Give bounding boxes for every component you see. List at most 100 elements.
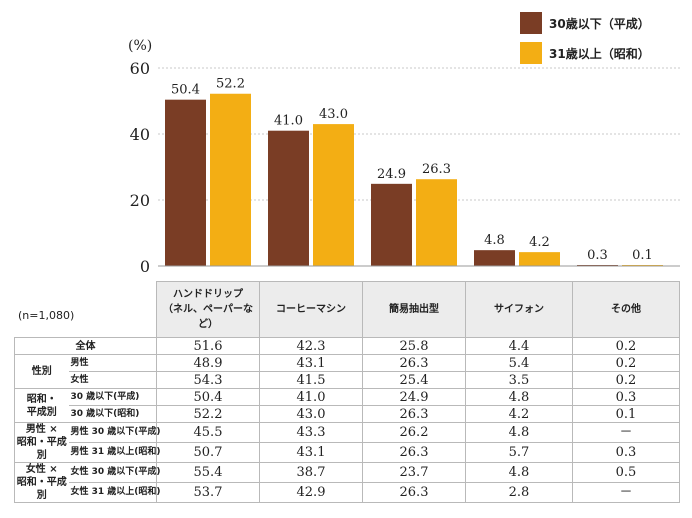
- bar: [371, 183, 412, 266]
- bar-value-label: 4.8: [484, 233, 505, 248]
- legend-swatch: [520, 12, 542, 34]
- y-tick-label: 20: [130, 191, 150, 210]
- legend-swatch: [520, 42, 542, 64]
- bar-value-label: 26.3: [422, 162, 451, 177]
- table-cell: 5.7: [465, 442, 573, 463]
- table-row: 全体 51.6 42.3 25.8 4.4 0.2: [14, 337, 680, 355]
- y-tick-label: 40: [130, 125, 150, 144]
- table-cell: 0.2: [572, 371, 680, 389]
- y-axis-unit-label: (%): [128, 38, 152, 54]
- sample-size-label: (n=1,080): [18, 309, 75, 322]
- table-cell: 51.6: [156, 337, 260, 355]
- table-cell: 45.5: [156, 422, 260, 443]
- legend-label: 31歳以上（昭和）: [549, 46, 650, 61]
- row-group-label: 昭和・ 平成別: [14, 388, 69, 423]
- table-cell: 43.1: [259, 442, 363, 463]
- table-cell: 55.4: [156, 462, 260, 483]
- table-cell: 23.7: [362, 462, 466, 483]
- bar-value-label: 41.0: [274, 114, 303, 129]
- table-cell: 0.2: [572, 354, 680, 372]
- table-cell: －: [572, 482, 680, 503]
- table-cell: 42.9: [259, 482, 363, 503]
- row-group-label: 男性 × 昭和・平成別: [14, 422, 69, 463]
- table-cell: 0.1: [572, 405, 680, 423]
- table-cell: 4.8: [465, 462, 573, 483]
- column-header: サイフォン: [465, 281, 573, 338]
- table-row: 女性 × 昭和・平成別 女性 30 歳以下(平成) 55.4 38.7 23.7 4.8 0…: [14, 462, 680, 503]
- bar-value-label: 24.9: [377, 167, 406, 182]
- table-body: 全体 51.6 42.3 25.8 4.4 0.2 性別 男性 48.9 43.1 26.3 5.4 0…: [14, 337, 680, 503]
- table-row: 男性 × 昭和・平成別 男性 30 歳以下(平成) 45.5 43.3 26.2 4.8 －: [14, 422, 680, 463]
- data-table: ハンドドリップ （ネル、ペーパーなど） コーヒーマシン 簡易抽出型 サイフォン …: [14, 281, 680, 503]
- y-axis-tick-labels: 0 20 40 60: [130, 59, 150, 276]
- table-cell: 2.8: [465, 482, 573, 503]
- table-cell: 4.8: [465, 388, 573, 406]
- bar-value-label: 4.2: [529, 235, 550, 250]
- table-cell: 25.4: [362, 371, 466, 389]
- table-cell: 26.3: [362, 482, 466, 503]
- bar: [313, 124, 354, 266]
- y-tick-label: 0: [140, 257, 150, 276]
- table-cell: 42.3: [259, 337, 363, 355]
- table-cell: 52.2: [156, 405, 260, 423]
- row-sub-label: 女性 30 歳以下(平成): [68, 462, 161, 483]
- row-sub-label: 男性 31 歳以上(昭和): [68, 442, 161, 463]
- table-cell: 43.1: [259, 354, 363, 372]
- table-cell: 26.3: [362, 442, 466, 463]
- bar-value-label: 50.4: [171, 83, 200, 98]
- table-cell: 24.9: [362, 388, 466, 406]
- table-cell: 0.5: [572, 462, 680, 483]
- bar: [519, 252, 560, 266]
- table-cell: 53.7: [156, 482, 260, 503]
- bar-value-labels: 50.4 52.2 41.0 43.0 24.9 26.3 4.8 4.2 0.3 0.1: [171, 77, 653, 263]
- row-sub-label: 男性: [68, 354, 157, 372]
- table-cell: 26.3: [362, 354, 466, 372]
- table-cell: －: [572, 422, 680, 443]
- table-cell: 4.4: [465, 337, 573, 355]
- table-cell: 38.7: [259, 462, 363, 483]
- row-group-label: 全体: [14, 337, 157, 355]
- row-sub-label: 30 歳以下(昭和): [68, 405, 157, 423]
- table-cell: 48.9: [156, 354, 260, 372]
- table-cell: 5.4: [465, 354, 573, 372]
- table-corner: [14, 281, 157, 338]
- bar: [165, 99, 206, 267]
- table-cell: 43.0: [259, 405, 363, 423]
- table-row: 性別 男性 48.9 43.1 26.3 5.4 0.2: [14, 354, 680, 389]
- table-cell: 41.5: [259, 371, 363, 389]
- bar-chart: (%) 0 20 40 60 50.4 52.2 41.0 43.0 24.9 26.3 4.8 4…: [128, 12, 680, 276]
- bar-value-label: 0.1: [632, 248, 653, 263]
- bar: [474, 250, 515, 266]
- bar-value-label: 43.0: [319, 107, 348, 122]
- column-header: 簡易抽出型: [362, 281, 466, 338]
- bar: [416, 179, 457, 266]
- bar-value-label: 0.3: [587, 248, 608, 263]
- legend-label: 30歳以下（平成）: [549, 16, 650, 31]
- table-cell: 50.4: [156, 388, 260, 406]
- table-row: 昭和・ 平成別 30 歳以下(平成) 50.4 41.0 24.9 4.8 0.3: [14, 388, 680, 423]
- table-cell: 25.8: [362, 337, 466, 355]
- column-header: ハンドドリップ （ネル、ペーパーなど）: [156, 281, 260, 338]
- row-group-label: 性別: [14, 354, 69, 389]
- column-header: その他: [572, 281, 680, 338]
- table-cell: 4.2: [465, 405, 573, 423]
- table-header-row: ハンドドリップ （ネル、ペーパーなど） コーヒーマシン 簡易抽出型 サイフォン …: [14, 281, 680, 338]
- table-cell: 50.7: [156, 442, 260, 463]
- table-cell: 54.3: [156, 371, 260, 389]
- bar: [268, 130, 309, 266]
- bar: [210, 93, 251, 267]
- table-cell: 0.3: [572, 442, 680, 463]
- table-cell: 0.2: [572, 337, 680, 355]
- table-row: 男性 31 歳以上(昭和) 50.7 43.1 26.3 5.7 0.3: [15, 442, 680, 463]
- table-cell: 26.3: [362, 405, 466, 423]
- table-cell: 3.5: [465, 371, 573, 389]
- row-group-label: 女性 × 昭和・平成別: [14, 462, 69, 503]
- bar-value-label: 52.2: [216, 77, 245, 92]
- row-sub-label: 30 歳以下(平成): [68, 388, 157, 406]
- table-cell: 41.0: [259, 388, 363, 406]
- bars: [165, 93, 663, 267]
- table-cell: 0.3: [572, 388, 680, 406]
- table-row: 30 歳以下(昭和) 52.2 43.0 26.3 4.2 0.1: [15, 405, 680, 423]
- table-row: 女性 54.3 41.5 25.4 3.5 0.2: [15, 371, 680, 389]
- row-sub-label: 男性 30 歳以下(平成): [68, 422, 161, 443]
